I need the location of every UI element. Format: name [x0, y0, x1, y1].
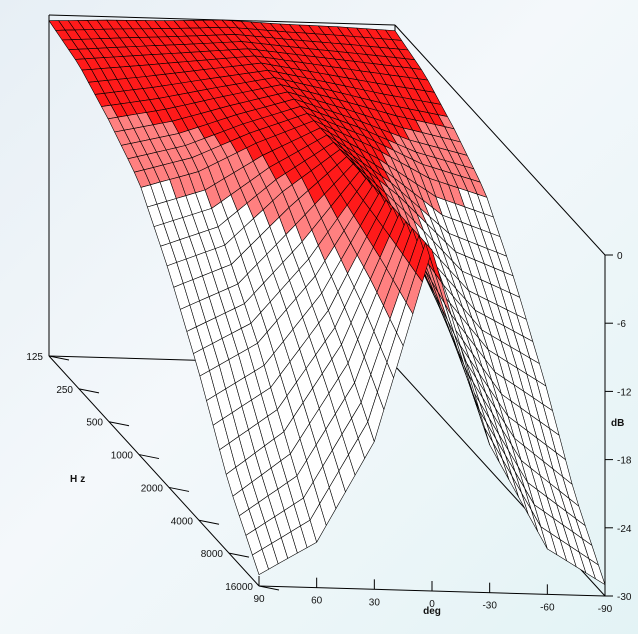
db-tick-label: -6 [617, 319, 626, 330]
db-tick-label: -30 [617, 592, 632, 603]
hz-tick [258, 585, 280, 591]
db-tick-label: -18 [617, 456, 632, 467]
hz-tick-label: 8000 [201, 549, 224, 560]
hz-tick [198, 519, 220, 525]
hz-axis-title: Hz [70, 474, 88, 485]
deg-axis-title: deg [423, 606, 441, 617]
db-axis-title: dB [611, 418, 624, 429]
hz-tick-label: 16000 [225, 582, 253, 593]
deg-tick-label: 30 [369, 597, 381, 608]
deg-tick-label: 60 [311, 596, 323, 607]
surface-mesh [48, 19, 606, 585]
surface-facet [425, 242, 442, 283]
hz-tick-label: 250 [56, 385, 73, 396]
hz-tick [168, 486, 190, 492]
hz-tick [138, 454, 160, 460]
hz-tick-label: 500 [86, 418, 103, 429]
hz-tick-label: 2000 [141, 483, 164, 494]
frame-edge [394, 24, 606, 256]
deg-tick-label: 0 [429, 599, 435, 610]
db-tick-label: 0 [617, 251, 623, 262]
hz-tick [228, 552, 250, 558]
hz-tick-label: 4000 [171, 516, 194, 527]
hz-tick-label: 1000 [111, 451, 134, 462]
hz-axis-line [48, 355, 260, 587]
db-tick-label: -12 [617, 387, 632, 398]
deg-tick-label: 90 [253, 594, 265, 605]
hz-tick [48, 355, 70, 361]
hz-tick [78, 388, 100, 394]
hz-tick [108, 421, 130, 427]
deg-tick-label: -90 [598, 604, 613, 615]
deg-tick-label: -30 [482, 601, 497, 612]
chart-axes: 125 250 500 1000 2000 4000 8000 16000 Hz 90 60 30 0 -… [26, 251, 632, 617]
deg-tick-label: -60 [540, 602, 555, 613]
db-tick-label: -24 [617, 524, 632, 535]
hz-tick-label: 125 [26, 352, 43, 363]
